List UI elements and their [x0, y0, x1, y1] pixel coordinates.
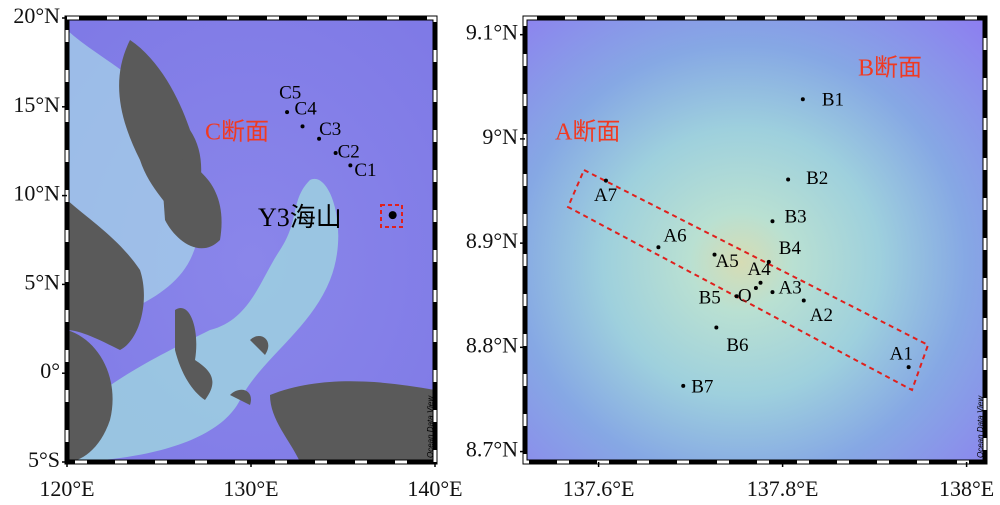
- station: [906, 365, 911, 370]
- station-label: B2: [806, 168, 828, 189]
- watermark: Ocean Data View: [426, 395, 435, 458]
- station-label: A2: [810, 305, 833, 326]
- station: [770, 290, 775, 295]
- station: [603, 178, 608, 183]
- seamount: [388, 211, 397, 220]
- station: [714, 325, 719, 330]
- watermark: Ocean Data View: [976, 395, 985, 458]
- station: [333, 150, 338, 155]
- station-label: O: [738, 285, 752, 306]
- station-label: B3: [784, 207, 806, 228]
- station-label: A4: [748, 259, 772, 280]
- station-label: B7: [691, 376, 713, 397]
- station-label: C3: [319, 119, 341, 140]
- land: [67, 30, 435, 462]
- section-label: C断面: [205, 119, 269, 146]
- y-tick-label: 8.9°N: [466, 228, 518, 253]
- station: [786, 177, 791, 182]
- section-label: Y3海山: [258, 203, 342, 232]
- y-tick-label: 15°N: [13, 92, 60, 117]
- station-label: A1: [890, 344, 913, 365]
- x-tick-label: 137.8°E: [747, 476, 819, 501]
- y-tick-label: 0°: [40, 358, 60, 383]
- station: [766, 259, 771, 264]
- y-tick-label: 5°N: [24, 269, 60, 294]
- left-map: [67, 18, 435, 462]
- station-label: B6: [726, 335, 748, 356]
- y-tick-label: 10°N: [13, 181, 60, 206]
- station: [317, 136, 322, 141]
- station: [348, 163, 353, 168]
- station-label: B4: [779, 238, 802, 259]
- station: [285, 110, 290, 115]
- station: [300, 124, 305, 129]
- x-tick-label: 137.6°E: [563, 476, 635, 501]
- station-label: A6: [663, 226, 686, 247]
- section-label: B断面: [858, 55, 922, 82]
- station-label: C5: [279, 82, 301, 103]
- frame-dash: [523, 16, 987, 464]
- x-tick-label: 138°E: [939, 476, 994, 501]
- right-map: [525, 18, 985, 462]
- y-tick-label: 20°N: [13, 3, 60, 28]
- station: [681, 383, 686, 388]
- station: [800, 97, 805, 102]
- station-label: B5: [699, 288, 721, 309]
- study-area-box: [380, 204, 403, 228]
- station: [758, 280, 763, 285]
- station-label: B1: [822, 90, 844, 111]
- x-tick-label: 120°E: [39, 476, 94, 501]
- section-label: A断面: [555, 119, 620, 146]
- frame-dash: [65, 16, 437, 464]
- section-a-box: [566, 168, 930, 392]
- ocean: [525, 18, 985, 462]
- station-label: A3: [778, 277, 801, 298]
- y-tick-label: 5°S: [28, 447, 60, 472]
- y-tick-label: 9.1°N: [466, 20, 518, 45]
- station: [712, 252, 717, 257]
- station: [734, 294, 739, 299]
- station-label: C4: [295, 99, 318, 120]
- station-label: A5: [716, 251, 739, 272]
- station: [656, 245, 661, 250]
- x-tick-label: 130°E: [223, 476, 278, 501]
- station-label: A7: [594, 185, 617, 206]
- station: [753, 285, 758, 290]
- station: [770, 219, 775, 224]
- station: [801, 298, 806, 303]
- station-label: C1: [354, 160, 376, 181]
- y-tick-label: 9°N: [482, 124, 518, 149]
- station-label: C2: [338, 141, 360, 162]
- y-tick-label: 8.8°N: [466, 332, 518, 357]
- x-tick-label: 140°E: [407, 476, 462, 501]
- y-tick-label: 8.7°N: [466, 437, 518, 462]
